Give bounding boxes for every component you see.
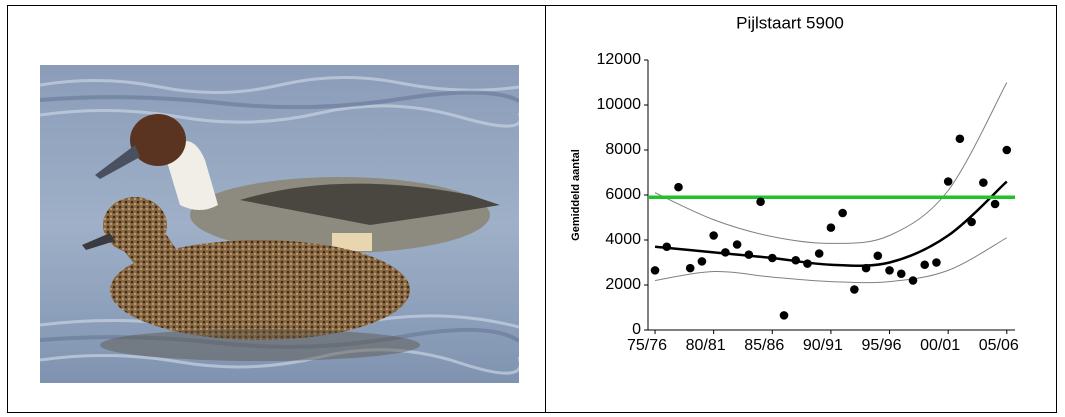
x-tick-label: 80/81 xyxy=(686,337,726,354)
data-point xyxy=(709,231,718,240)
data-point xyxy=(826,223,836,232)
data-point xyxy=(885,266,894,275)
x-tick-label: 75/76 xyxy=(627,337,667,354)
data-point xyxy=(791,255,801,265)
y-tick-label: 2000 xyxy=(605,276,641,293)
data-point xyxy=(803,259,812,268)
data-point xyxy=(920,260,930,270)
trend-line xyxy=(654,82,1008,244)
x-tick-label: 00/01 xyxy=(920,337,960,354)
data-point xyxy=(955,134,965,144)
y-tick-label: 4000 xyxy=(605,231,641,248)
data-point xyxy=(662,242,672,252)
data-point xyxy=(779,311,789,320)
y-tick-label: 8000 xyxy=(605,141,641,158)
y-tick-label: 0 xyxy=(632,321,641,338)
table-border xyxy=(7,5,1057,413)
x-tick-label: 85/86 xyxy=(744,337,784,354)
data-point xyxy=(967,217,976,227)
data-point xyxy=(674,182,683,192)
data-point xyxy=(932,258,941,267)
duck-photo xyxy=(40,65,519,383)
data-point xyxy=(943,177,953,186)
y-tick-label: 6000 xyxy=(605,186,641,203)
data-point xyxy=(721,248,730,257)
chart-title: Pijlstaart 5900 xyxy=(736,13,844,32)
data-point xyxy=(744,250,754,259)
y-axis-label: Gemiddeld aantal xyxy=(570,149,582,241)
data-point xyxy=(861,263,871,273)
data-point xyxy=(873,251,883,261)
data-point xyxy=(908,276,918,285)
x-tick-label: 95/96 xyxy=(862,337,902,354)
data-point xyxy=(850,285,859,294)
data-point xyxy=(650,266,660,275)
cell-divider xyxy=(545,5,546,413)
trend-line xyxy=(654,237,1008,284)
y-tick-label: 12000 xyxy=(597,51,642,68)
x-tick-label: 90/91 xyxy=(803,337,843,354)
data-point xyxy=(697,257,707,266)
data-point xyxy=(990,199,1000,209)
data-point xyxy=(838,208,847,218)
data-point xyxy=(1002,145,1012,155)
data-point xyxy=(814,249,824,258)
data-point xyxy=(896,269,906,279)
trend-line xyxy=(654,180,1008,267)
x-tick-label: 05/06 xyxy=(979,337,1019,354)
data-point xyxy=(979,178,988,187)
chart: Pijlstaart 5900 Gemiddeld aantal 0 2000 40… xyxy=(570,13,1019,354)
data-point xyxy=(756,197,765,207)
data-point xyxy=(732,240,742,249)
data-point xyxy=(685,263,695,273)
data-point xyxy=(767,253,777,263)
y-tick-label: 10000 xyxy=(597,96,642,113)
